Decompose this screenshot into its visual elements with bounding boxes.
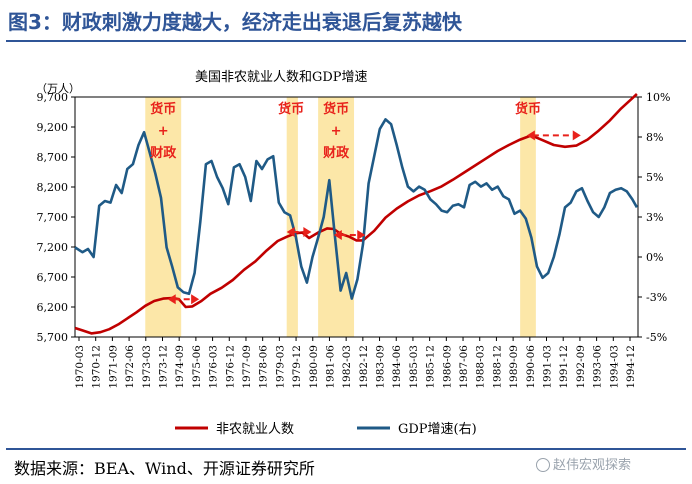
- shaded-period-1: [286, 97, 298, 337]
- annotation-2-line-0: 货币: [323, 101, 349, 117]
- x-tick-label: 1980-09: [308, 345, 320, 389]
- right-tick-label: 0%: [646, 251, 663, 264]
- x-tick-label: 1992-09: [575, 345, 587, 389]
- x-tick-label: 1975-06: [191, 345, 203, 389]
- left-axis-unit: （万人）: [36, 82, 80, 95]
- x-tick-label: 1977-09: [241, 345, 253, 389]
- x-tick-label: 1973-12: [157, 345, 169, 389]
- right-tick-label: 8%: [646, 131, 663, 144]
- left-tick-label: 9,700: [37, 91, 69, 104]
- right-tick-label: 5%: [646, 171, 663, 184]
- chart-title: 美国非农就业人数和GDP增速: [195, 70, 368, 85]
- annotation-0-line-1: +: [158, 124, 169, 139]
- left-tick-label: 7,700: [37, 211, 69, 224]
- left-tick-label: 7,200: [37, 241, 69, 254]
- x-tick-label: 1989-09: [508, 345, 520, 389]
- left-tick-label: 6,200: [37, 301, 69, 314]
- x-tick-label: 1988-12: [491, 345, 503, 389]
- x-axis-ticks: 1970-03 1970-12 1971-09 1972-06 1973-03 1973-…: [74, 337, 637, 389]
- arrow-head-left-2: [333, 230, 342, 240]
- x-tick-label: 1991-12: [558, 345, 570, 389]
- source-rule: [6, 448, 686, 450]
- x-tick-label: 1974-09: [174, 345, 186, 389]
- x-tick-label: 1988-03: [475, 345, 487, 389]
- watermark: 赵伟宏观探索: [536, 454, 631, 473]
- x-tick-label: 1981-06: [324, 345, 336, 389]
- x-tick-label: 1991-03: [542, 345, 554, 389]
- annotation-2-line-2: 财政: [323, 145, 350, 161]
- legend-gdp-label: GDP增速(右): [398, 422, 477, 437]
- arrow-head-left-1: [286, 227, 295, 237]
- wechat-icon: [536, 458, 550, 472]
- policy-annotations: 货币 + 财政 货币 货币 + 财政 货币: [150, 101, 541, 161]
- title-rule: [6, 40, 686, 42]
- x-tick-label: 1986-09: [441, 345, 453, 389]
- left-tick-label: 8,200: [37, 181, 69, 194]
- x-tick-label: 1976-03: [208, 345, 220, 389]
- shaded-periods: [145, 97, 536, 337]
- x-tick-label: 1979-12: [291, 345, 303, 389]
- arrow-head-right-1: [303, 227, 312, 237]
- right-tick-label: 10%: [646, 91, 670, 104]
- x-tick-label: 1984-06: [391, 345, 403, 389]
- chart: 9,700 9,200 8,700 8,200 7,700 7,200 6,700 6,200…: [36, 70, 670, 437]
- legend-payroll-label: 非农就业人数: [216, 422, 294, 437]
- arrow-head-right-0: [191, 294, 200, 305]
- x-tick-label: 1971-09: [107, 345, 119, 389]
- legend: 非农就业人数 GDP增速(右): [175, 422, 477, 437]
- x-tick-label: 1976-12: [224, 345, 236, 389]
- x-tick-label: 1983-09: [375, 345, 387, 389]
- annotation-3-line-0: 货币: [515, 101, 541, 117]
- x-tick-label: 1973-03: [141, 345, 153, 389]
- source-note: 数据来源：BEA、Wind、开源证券研究所: [14, 459, 315, 478]
- x-tick-label: 1994-12: [625, 345, 637, 389]
- x-tick-label: 1978-06: [258, 345, 270, 389]
- x-tick-label: 1985-12: [425, 345, 437, 389]
- x-tick-label: 1970-03: [74, 345, 86, 389]
- figure-title: 图3：财政刺激力度越大，经济走出衰退后复苏越快: [8, 10, 462, 34]
- right-tick-label: -3%: [646, 291, 667, 304]
- right-tick-label: -5%: [646, 331, 667, 344]
- shaded-period-3: [520, 97, 536, 337]
- left-tick-label: 6,700: [37, 271, 69, 284]
- annotation-0-line-0: 货币: [150, 101, 176, 117]
- x-tick-label: 1982-03: [341, 345, 353, 389]
- left-tick-label: 8,700: [37, 151, 69, 164]
- watermark-text: 赵伟宏观探索: [553, 458, 632, 473]
- arrow-head-right-3: [572, 130, 581, 141]
- x-tick-label: 1985-03: [408, 345, 420, 389]
- left-tick-label: 5,700: [37, 331, 69, 344]
- arrow-head-right-2: [357, 230, 366, 240]
- x-tick-label: 1972-06: [124, 345, 136, 389]
- arrow-head-left-0: [167, 294, 176, 305]
- x-tick-label: 1982-12: [358, 345, 370, 389]
- policy-arrows: [167, 130, 581, 305]
- left-axis-ticks: 9,700 9,200 8,700 8,200 7,700 7,200 6,700 6,200…: [37, 91, 75, 344]
- x-tick-label: 1994-03: [608, 345, 620, 389]
- x-tick-label: 1993-06: [592, 345, 604, 389]
- x-tick-label: 1987-06: [458, 345, 470, 389]
- x-tick-label: 1990-06: [525, 345, 537, 389]
- annotation-2-line-1: +: [331, 124, 342, 139]
- annotation-0-line-2: 财政: [150, 145, 177, 161]
- right-axis-ticks: 10% 8% 5% 3% 0% -3% -5%: [638, 91, 670, 344]
- left-tick-label: 9,200: [37, 121, 69, 134]
- annotation-1-line-0: 货币: [278, 101, 304, 117]
- right-tick-label: 3%: [646, 211, 663, 224]
- x-tick-label: 1979-03: [274, 345, 286, 389]
- gdp-growth-line: [74, 118, 639, 300]
- arrow-head-left-3: [526, 130, 535, 141]
- x-tick-label: 1970-12: [91, 345, 103, 389]
